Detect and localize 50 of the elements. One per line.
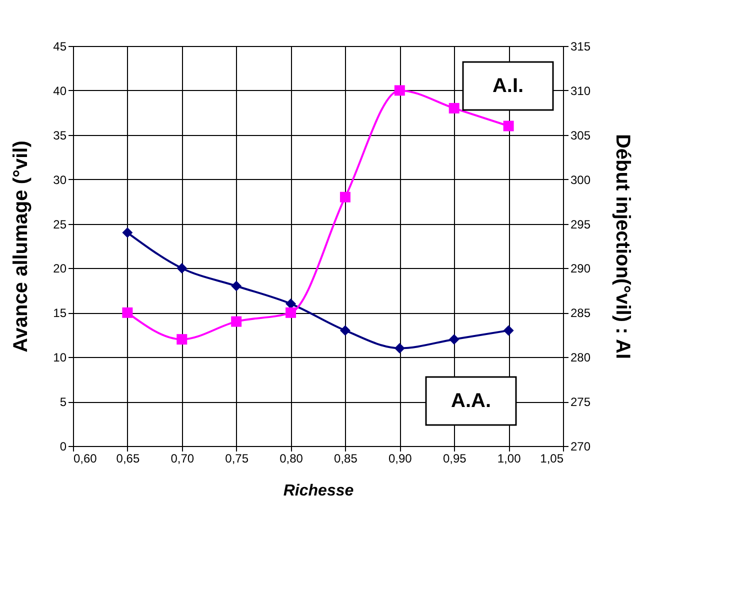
y2-tick-label: 310 <box>570 84 591 98</box>
y2-tick-label: 295 <box>570 217 591 232</box>
y2-axis-title: Début injection(°vil) : AI <box>612 134 634 360</box>
y2-tick-label: 305 <box>570 128 591 142</box>
y2-tick-label: 300 <box>570 172 591 187</box>
series-label: A.I. <box>492 75 524 97</box>
point <box>231 316 242 327</box>
y-tick-label: 20 <box>53 262 67 276</box>
point <box>176 334 188 345</box>
y2-tick-label: 280 <box>570 350 591 365</box>
y2-tick-label: 315 <box>570 40 591 54</box>
point <box>448 102 460 114</box>
point <box>122 307 133 318</box>
y-tick-label: 40 <box>53 84 67 98</box>
point <box>394 85 405 96</box>
y-axis-title: Avance allumage (°vil) <box>10 140 32 352</box>
y2-tick-label: 275 <box>570 395 591 410</box>
point <box>503 325 514 336</box>
y-tick-label: 25 <box>53 217 67 232</box>
x-tick-label: 0,60 <box>74 452 98 466</box>
y2-tick-label: 290 <box>570 262 591 276</box>
point <box>340 325 350 336</box>
y-tick-label: 35 <box>53 128 67 142</box>
point <box>286 307 296 318</box>
x-tick-label: 0,85 <box>334 452 358 466</box>
x-tick-label: 1,00 <box>497 452 522 466</box>
y-tick-label: 0 <box>60 440 67 454</box>
x-tick-label: 0,65 <box>116 452 140 466</box>
y-tick-label: 10 <box>53 350 67 365</box>
point <box>448 334 460 345</box>
point <box>394 342 405 354</box>
x-tick-label: 0,95 <box>442 452 467 466</box>
point <box>503 120 514 132</box>
y2-tick-label: 270 <box>570 440 591 454</box>
point <box>231 280 242 292</box>
point <box>122 227 133 238</box>
point <box>176 262 188 274</box>
y-tick-label: 45 <box>53 40 67 54</box>
x-axis-title: Richesse <box>283 482 354 500</box>
y-tick-label: 15 <box>53 306 67 320</box>
x-tick-label: 0,70 <box>170 452 194 466</box>
y2-tick-label: 285 <box>570 306 591 320</box>
text: A.A. <box>451 390 491 412</box>
x-tick-label: 1,05 <box>540 452 564 466</box>
point <box>340 192 350 202</box>
x-tick-label: 0,80 <box>280 452 304 466</box>
y-tick-label: 30 <box>53 172 67 187</box>
x-tick-label: 0,75 <box>225 452 249 466</box>
x-tick-label: 0,90 <box>388 452 412 466</box>
y-tick-label: 5 <box>60 395 67 410</box>
